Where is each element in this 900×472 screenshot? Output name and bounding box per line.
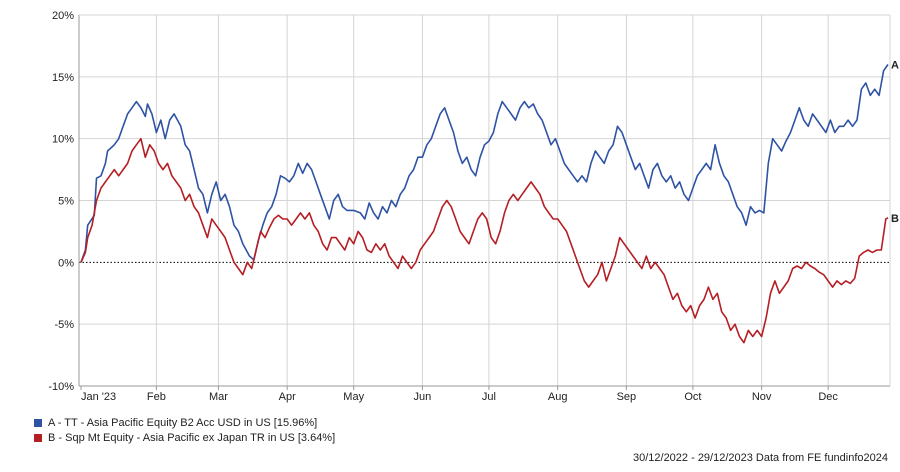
y-tick-label: 20% <box>52 10 74 22</box>
y-tick-label: 15% <box>52 72 74 84</box>
y-tick-label: -10% <box>48 381 74 393</box>
end-labels: AB <box>891 59 899 224</box>
legend-label-a: A - TT - Asia Pacific Equity B2 Acc USD … <box>48 416 318 429</box>
legend-swatch-a <box>34 418 42 427</box>
x-tick-label: Oct <box>684 391 701 403</box>
y-tick-label: 5% <box>58 196 74 208</box>
legend-label-b: B - Sqp Mt Equity - Asia Pacific ex Japa… <box>48 431 336 444</box>
series-line-a <box>80 64 889 263</box>
x-tick-label: Dec <box>818 391 838 403</box>
axes: 20% 15% 10% 5% 0% -5% -10% Jan '23 Feb Mar Apr May J… <box>48 10 891 403</box>
y-tick-label: 0% <box>58 257 74 269</box>
legend-item-a: A - TT - Asia Pacific Equity B2 Acc USD … <box>34 415 335 430</box>
x-tick-label: Sep <box>617 391 637 403</box>
x-tick-label: May <box>343 391 364 403</box>
series-end-label-b: B <box>891 213 899 225</box>
series-end-label-a: A <box>891 59 899 71</box>
x-tick-label: Apr <box>279 391 296 403</box>
y-tick-label: -5% <box>54 319 74 331</box>
series-line-b <box>80 137 889 344</box>
date-range-source-note: 30/12/2022 - 29/12/2023 Data from FE fun… <box>632 452 888 464</box>
x-tick-label: Feb <box>147 391 166 403</box>
x-tick-label: Jan '23 <box>81 391 116 403</box>
x-tick-label: Mar <box>209 391 228 403</box>
y-tick-label: 10% <box>52 134 74 146</box>
legend-swatch-b <box>34 433 42 442</box>
series-lines <box>80 64 889 344</box>
x-tick-label: Nov <box>752 391 772 403</box>
legend: A - TT - Asia Pacific Equity B2 Acc USD … <box>34 415 335 445</box>
gridlines <box>79 14 890 387</box>
x-tick-label: Jun <box>414 391 432 403</box>
legend-item-b: B - Sqp Mt Equity - Asia Pacific ex Japa… <box>34 430 335 445</box>
x-tick-label: Jul <box>482 391 496 403</box>
x-tick-label: Aug <box>548 391 568 403</box>
